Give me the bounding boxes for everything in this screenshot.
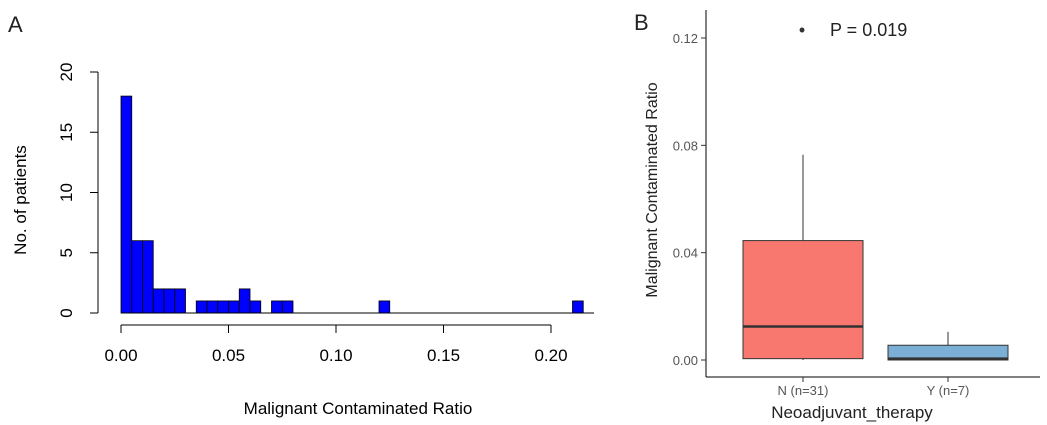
histogram-bars xyxy=(120,95,594,314)
b-y-tick-label: 0.00 xyxy=(673,353,698,368)
histogram-bar xyxy=(378,300,391,314)
a-x-tick-label: 0.20 xyxy=(534,346,567,365)
p-value-marker: • xyxy=(799,20,805,40)
a-y-tick-label: 0 xyxy=(57,308,76,317)
p-value-annotation: P = 0.019 xyxy=(830,20,907,40)
histogram-bar xyxy=(572,300,584,314)
histogram-bar xyxy=(131,240,143,314)
panel-a: A 0.00 0.05 0.10 0.15 0.20 0 5 10 15 20 Malignan… xyxy=(8,12,594,418)
box-n xyxy=(742,240,864,360)
a-x-tick-label: 0.10 xyxy=(319,346,352,365)
boxplots xyxy=(742,154,1009,361)
a-y-tick-label: 10 xyxy=(57,183,76,202)
b-y-tick-label: 0.04 xyxy=(673,246,698,261)
panel-b: B N (n=31) Y (n=7) 0.00 0.04 0.08 0.12 Neoad… xyxy=(634,10,1040,422)
histogram-bar xyxy=(228,300,240,314)
histogram-bar xyxy=(281,300,294,314)
histogram-bar xyxy=(206,300,219,314)
histogram-bar xyxy=(174,288,186,314)
b-x-axis-title: Neoadjuvant_therapy xyxy=(771,403,933,422)
b-y-tick-label: 0.12 xyxy=(673,31,698,46)
a-x-tick-label: 0.15 xyxy=(427,346,460,365)
b-x-ticks: N (n=31) Y (n=7) xyxy=(778,377,970,398)
a-y-tick-label: 5 xyxy=(57,248,76,257)
a-x-ticks: 0.00 0.05 0.10 0.15 0.20 xyxy=(104,324,568,365)
histogram-bar xyxy=(217,300,229,314)
a-x-tick-label: 0.00 xyxy=(104,346,137,365)
a-y-axis-title: No. of patients xyxy=(11,145,30,255)
b-y-tick-label: 0.08 xyxy=(673,138,698,153)
histogram-bar xyxy=(152,288,165,314)
histogram-bar xyxy=(271,300,283,314)
a-y-tick-label: 15 xyxy=(57,123,76,142)
histogram-bar xyxy=(120,95,133,314)
histogram-bar xyxy=(195,300,208,314)
a-y-ticks: 0 5 10 15 20 xyxy=(57,63,98,318)
histogram-bar xyxy=(238,288,251,314)
histogram-bar xyxy=(163,288,176,314)
histogram-bar xyxy=(249,300,262,314)
panel-b-label: B xyxy=(634,10,649,35)
a-y-tick-label: 20 xyxy=(57,63,76,82)
panel-a-label: A xyxy=(8,12,23,37)
box-y xyxy=(887,344,1009,361)
histogram-bar xyxy=(142,240,154,314)
b-x-tick-label: N (n=31) xyxy=(778,383,829,398)
b-y-ticks: 0.00 0.04 0.08 0.12 xyxy=(673,31,706,368)
b-y-axis-title: Malignant Contaminated Ratio xyxy=(644,82,661,297)
a-x-axis-title: Malignant Contaminated Ratio xyxy=(244,399,473,418)
a-x-tick-label: 0.05 xyxy=(212,346,245,365)
b-x-tick-label: Y (n=7) xyxy=(927,383,970,398)
